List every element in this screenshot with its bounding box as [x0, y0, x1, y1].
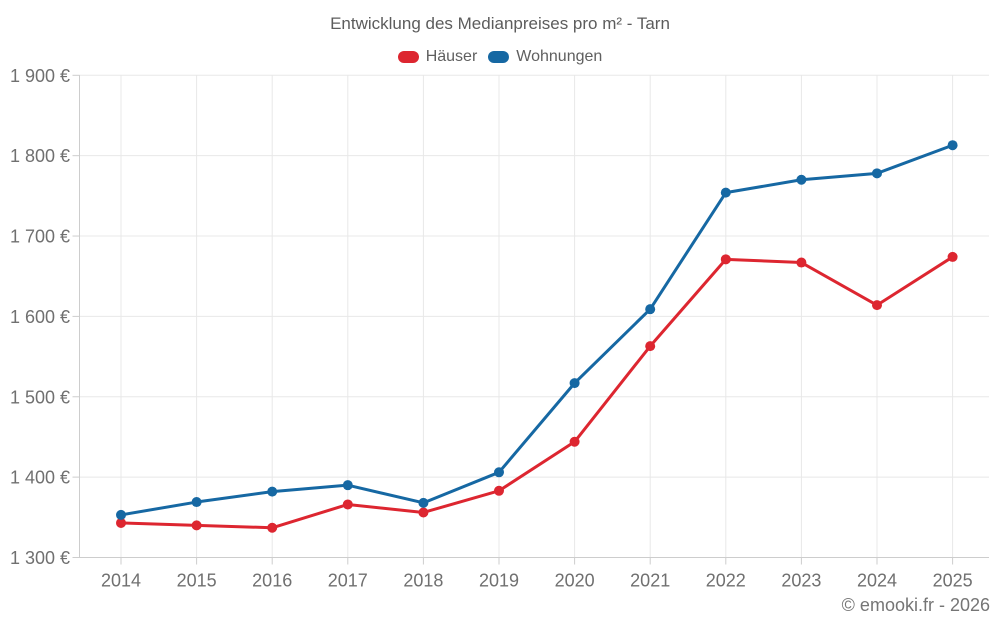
data-point-häuser-2016 — [267, 522, 278, 533]
data-point-wohnungen-2021 — [645, 304, 656, 315]
series-line-wohnungen — [119, 143, 955, 517]
x-axis-label: 2017 — [328, 571, 368, 591]
data-point-häuser-2025 — [947, 251, 958, 262]
copyright-text: © emooki.fr - 2026 — [841, 595, 990, 615]
x-axis-label: 2022 — [706, 571, 746, 591]
data-point-wohnungen-2017 — [342, 480, 353, 491]
legend-swatch-wohnungen-icon — [488, 51, 510, 63]
x-axis-label: 2021 — [630, 571, 670, 591]
data-point-wohnungen-2023 — [796, 174, 807, 185]
data-point-häuser-2021 — [645, 341, 656, 352]
data-point-häuser-2022 — [720, 254, 731, 265]
x-axis-label: 2019 — [479, 571, 519, 591]
x-axis-label: 2016 — [252, 571, 292, 591]
data-point-wohnungen-2020 — [569, 378, 580, 389]
data-point-häuser-2015 — [191, 520, 202, 531]
x-axis-label: 2025 — [933, 571, 973, 591]
x-axis-label: 2018 — [403, 571, 443, 591]
data-point-wohnungen-2014 — [116, 509, 126, 520]
legend-item-wohnungen[interactable]: Wohnungen — [488, 45, 602, 69]
chart-legend: Häuser Wohnungen — [0, 45, 1000, 69]
x-axis-label: 2015 — [177, 571, 217, 591]
data-point-wohnungen-2016 — [267, 486, 278, 497]
data-point-wohnungen-2025 — [947, 140, 958, 151]
data-point-häuser-2017 — [342, 499, 353, 510]
data-point-wohnungen-2018 — [418, 497, 429, 508]
data-point-häuser-2023 — [796, 257, 807, 268]
data-point-wohnungen-2024 — [872, 168, 882, 179]
data-point-häuser-2024 — [872, 300, 882, 311]
legend-swatch-haeuser-icon — [397, 51, 419, 63]
legend-item-haeuser[interactable]: Häuser — [397, 45, 478, 69]
y-axis-label: 1 300 € — [10, 548, 70, 568]
data-point-häuser-2019 — [494, 485, 504, 496]
y-axis-label: 1 800 € — [10, 146, 70, 166]
data-point-häuser-2018 — [418, 507, 429, 518]
x-axis-label: 2024 — [857, 571, 897, 591]
chart-title: Entwicklung des Medianpreises pro m² - T… — [330, 14, 670, 33]
data-point-häuser-2014 — [116, 517, 126, 528]
y-axis-label: 1 400 € — [10, 468, 70, 488]
data-point-häuser-2020 — [569, 436, 580, 447]
y-axis-label: 1 900 € — [10, 66, 70, 86]
series-line-häuser — [119, 255, 955, 530]
y-axis-label: 1 600 € — [10, 307, 70, 327]
data-point-wohnungen-2015 — [191, 497, 202, 508]
y-axis-label: 1 700 € — [10, 227, 70, 247]
x-axis-label: 2014 — [101, 571, 141, 591]
y-axis-label: 1 500 € — [10, 387, 70, 407]
x-axis-label: 2023 — [781, 571, 821, 591]
data-point-wohnungen-2019 — [494, 467, 504, 478]
data-point-wohnungen-2022 — [720, 187, 731, 198]
x-axis-label: 2020 — [555, 571, 595, 591]
legend-label-haeuser: Häuser — [425, 48, 478, 65]
legend-label-wohnungen: Wohnungen — [516, 48, 603, 65]
